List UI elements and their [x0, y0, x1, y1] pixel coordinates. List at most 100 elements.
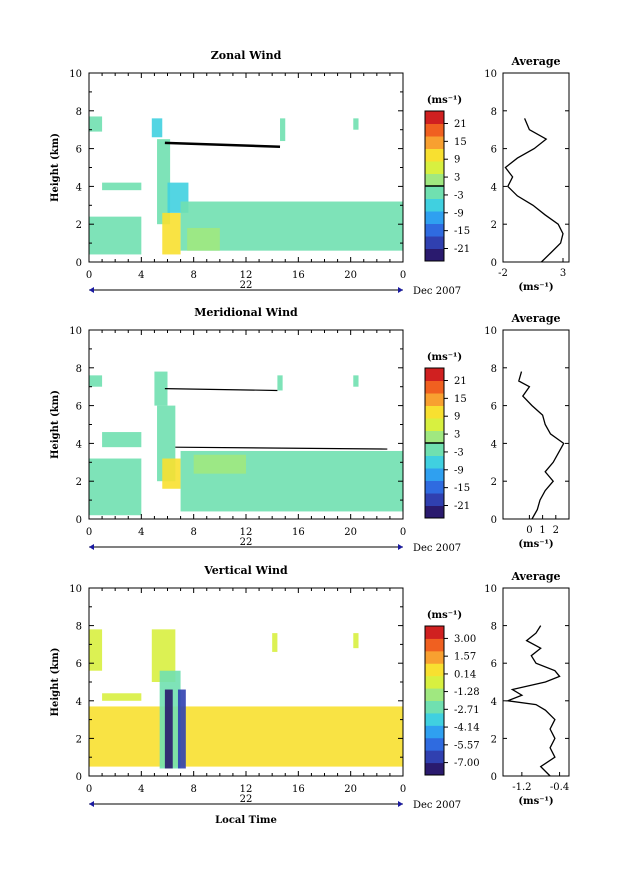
x-tick-label: 4 — [138, 270, 144, 281]
average-title: Average — [510, 312, 560, 325]
data-cell — [353, 375, 359, 387]
average-y-tick-label: 6 — [491, 402, 497, 413]
average-x-tick-label: -1.2 — [512, 782, 531, 793]
artifact-line — [175, 446, 388, 450]
y-tick-label: 0 — [76, 772, 82, 783]
average-x-tick-label: 3 — [560, 268, 566, 279]
average-y-tick-label: 0 — [491, 515, 497, 526]
y-tick-label: 4 — [76, 697, 82, 708]
y-tick-label: 0 — [76, 258, 82, 269]
data-cell — [89, 458, 142, 516]
x-tick-label: 20 — [344, 784, 357, 795]
average-frame — [502, 329, 570, 520]
average-frame — [502, 587, 570, 777]
colorbar-tick-label: 9 — [454, 155, 460, 166]
colorbar-unit: (ms⁻¹) — [427, 352, 462, 363]
date-bar-arrow — [398, 801, 403, 807]
average-y-tick-label: 8 — [491, 622, 497, 633]
average-y-tick-label: 0 — [491, 772, 497, 783]
colorbar-segment — [425, 455, 444, 469]
data-cell — [102, 432, 142, 448]
average-x-tick-label: 1 — [539, 525, 545, 536]
y-tick-label: 8 — [76, 622, 82, 633]
colorbar-segment — [425, 430, 444, 444]
colorbar-segment — [425, 136, 444, 149]
date-label: 22 — [240, 794, 253, 805]
average-frame — [502, 72, 570, 263]
x-tick-label: 4 — [138, 527, 144, 538]
colorbar-tick-label: -9 — [454, 465, 464, 476]
data-cell — [157, 139, 171, 225]
x-tick-label: 0 — [86, 270, 92, 281]
colorbar-segment — [425, 505, 444, 519]
average-title: Average — [510, 55, 560, 68]
average-profile-line — [505, 625, 561, 777]
average-x-label: (ms⁻¹) — [518, 539, 553, 550]
x-tick-label: 16 — [292, 527, 305, 538]
average-title: Average — [510, 570, 560, 583]
colorbar-tick-label: 15 — [454, 394, 467, 405]
colorbar-tick-label: -21 — [454, 244, 470, 255]
y-tick-label: 10 — [69, 326, 82, 337]
colorbar-frame — [424, 625, 445, 776]
x-axis-label: Local Time — [215, 815, 277, 826]
average-x-tick-label: 2 — [553, 525, 559, 536]
colorbar-segment — [425, 405, 444, 419]
data-cell — [89, 629, 103, 671]
average-y-tick-label: 4 — [491, 182, 497, 193]
data-cell — [151, 118, 163, 138]
colorbar-segment — [425, 211, 444, 224]
x-tick-label: 8 — [190, 270, 196, 281]
y-tick-label: 8 — [76, 107, 82, 118]
average-y-tick-label: 10 — [484, 584, 497, 595]
chart-title: Zonal Wind — [211, 49, 282, 62]
average-x-label: (ms⁻¹) — [518, 282, 553, 293]
y-tick-label: 10 — [69, 584, 82, 595]
average-y-tick-label: 10 — [484, 326, 497, 337]
colorbar-tick-label: 3 — [454, 430, 460, 441]
date-suffix: Dec 2007 — [413, 800, 461, 811]
y-tick-label: 6 — [76, 145, 82, 156]
x-tick-label: 12 — [240, 784, 253, 795]
colorbar-segment — [425, 173, 444, 187]
x-tick-label: 4 — [138, 784, 144, 795]
data-cell — [277, 375, 283, 391]
colorbar-tick-label: 0.14 — [454, 669, 476, 680]
colorbar-segment — [425, 380, 444, 394]
x-tick-label: 0 — [86, 527, 92, 538]
average-profile-line — [518, 371, 565, 520]
colorbar-tick-label: -3 — [454, 190, 464, 201]
average-x-tick-label: 0 — [526, 525, 532, 536]
x-tick-label: 20 — [344, 527, 357, 538]
colorbar-tick-label: 9 — [454, 412, 460, 423]
colorbar-tick-label: -2.71 — [454, 705, 480, 716]
x-tick-label: 8 — [190, 784, 196, 795]
average-y-tick-label: 0 — [491, 258, 497, 269]
y-tick-label: 8 — [76, 364, 82, 375]
colorbar-segment — [425, 493, 444, 506]
colorbar-segment — [425, 650, 444, 664]
colorbar-tick-label: 15 — [454, 137, 467, 148]
average-x-tick-label: -2 — [498, 268, 508, 279]
colorbar-unit: (ms⁻¹) — [427, 95, 462, 106]
data-cell — [187, 227, 220, 251]
colorbar-segment — [425, 123, 444, 137]
data-cell — [102, 182, 142, 191]
average-y-tick-label: 2 — [491, 477, 497, 488]
colorbar-segment — [425, 737, 444, 751]
y-tick-label: 6 — [76, 659, 82, 670]
data-cell — [89, 375, 103, 387]
colorbar-tick-label: -9 — [454, 208, 464, 219]
colorbar-segment — [425, 712, 444, 726]
colorbar-segment — [425, 368, 444, 381]
colorbar-segment — [425, 626, 444, 639]
data-cell — [102, 693, 142, 701]
x-tick-label: 12 — [240, 270, 253, 281]
average-y-tick-label: 4 — [491, 697, 497, 708]
date-bar-arrow — [89, 544, 94, 550]
y-tick-label: 10 — [69, 69, 82, 80]
colorbar-segment — [425, 443, 444, 456]
